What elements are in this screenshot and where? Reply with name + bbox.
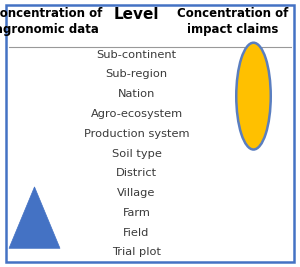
Text: Production system: Production system	[84, 129, 189, 139]
Text: Farm: Farm	[123, 208, 150, 218]
Text: Soil type: Soil type	[112, 148, 161, 159]
Text: Sub-continent: Sub-continent	[96, 50, 177, 60]
Text: Field: Field	[123, 227, 150, 238]
Text: Level: Level	[114, 7, 159, 22]
Text: Agro-ecosystem: Agro-ecosystem	[90, 109, 183, 119]
Ellipse shape	[236, 43, 271, 150]
Text: Concentration of
impact claims: Concentration of impact claims	[177, 7, 288, 36]
Text: Sub-region: Sub-region	[105, 69, 168, 80]
Text: Concentration of
agronomic data: Concentration of agronomic data	[0, 7, 102, 36]
Text: District: District	[116, 168, 157, 178]
Polygon shape	[9, 187, 60, 248]
Text: Village: Village	[117, 188, 156, 198]
Text: Trial plot: Trial plot	[112, 247, 161, 257]
Text: Nation: Nation	[118, 89, 155, 99]
